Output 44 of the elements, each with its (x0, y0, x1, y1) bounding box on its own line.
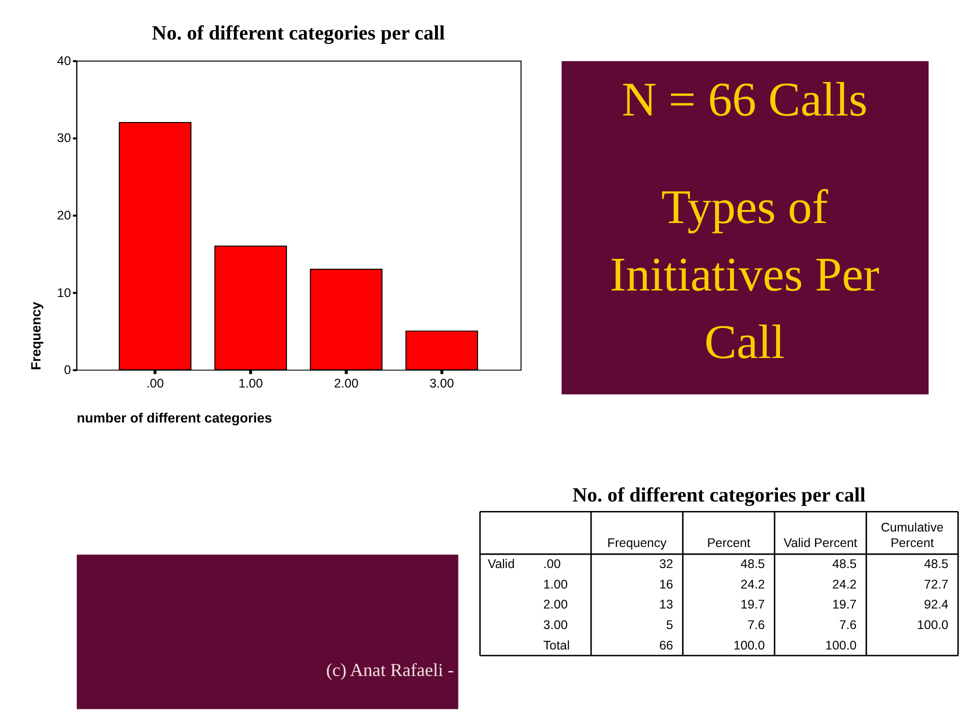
data-label: 48.5 (924, 557, 948, 572)
x-axis-title: number of different categories (76, 410, 272, 426)
text: Types of Initiatives Per Call (610, 180, 880, 370)
y-tick-label: Total (543, 638, 570, 652)
y-tick-label: .00 (543, 557, 561, 572)
data-label: 19.7 (740, 598, 765, 612)
x-tick-label: 3.00 (430, 376, 454, 391)
data-label: 66 (659, 638, 674, 652)
x-tick-label: Cumulative Percent (880, 520, 944, 550)
data-label: 19.7 (832, 598, 857, 612)
x-tick-label: Valid Percent (784, 536, 858, 550)
y-tick-label: 20 (57, 208, 71, 223)
text: (c) Anat Rafaeli - (326, 660, 454, 680)
x-tick-label: 2.00 (334, 376, 358, 391)
chart-title: No. of different categories per call (152, 22, 446, 44)
text: N = 66 Calls (622, 74, 868, 127)
x-tick-label: 1.00 (238, 376, 263, 391)
data-label: 92.4 (924, 598, 948, 612)
data-label: 5 (666, 618, 674, 632)
y-tick-label: 3.00 (543, 618, 568, 632)
x-tick-label: Percent (707, 536, 751, 550)
data-label: 48.5 (740, 557, 765, 572)
y-tick-label: 10 (57, 286, 71, 300)
chart-title: No. of different categories per call (572, 484, 866, 506)
text: Valid (488, 557, 515, 572)
data-label: 24.2 (740, 577, 765, 592)
data-label: 72.7 (924, 577, 948, 592)
data-label: 7.6 (839, 618, 857, 632)
data-label: 13 (659, 598, 674, 612)
x-tick-label: .00 (146, 376, 164, 391)
y-tick-label: 0 (64, 363, 71, 378)
data-label: 24.2 (832, 577, 857, 592)
y-tick-label: 2.00 (543, 598, 568, 612)
y-tick-label: 30 (57, 131, 71, 146)
x-tick-label: Frequency (607, 536, 668, 550)
y-tick-label: 40 (57, 54, 71, 68)
data-label: 16 (659, 577, 674, 592)
y-tick-label: 1.00 (543, 577, 568, 592)
data-label: 100.0 (825, 638, 857, 652)
data-label: 100.0 (917, 618, 948, 632)
data-label: 100.0 (734, 638, 765, 652)
data-label: 7.6 (747, 618, 765, 632)
data-label: 32 (659, 557, 674, 572)
data-label: 48.5 (832, 557, 857, 572)
